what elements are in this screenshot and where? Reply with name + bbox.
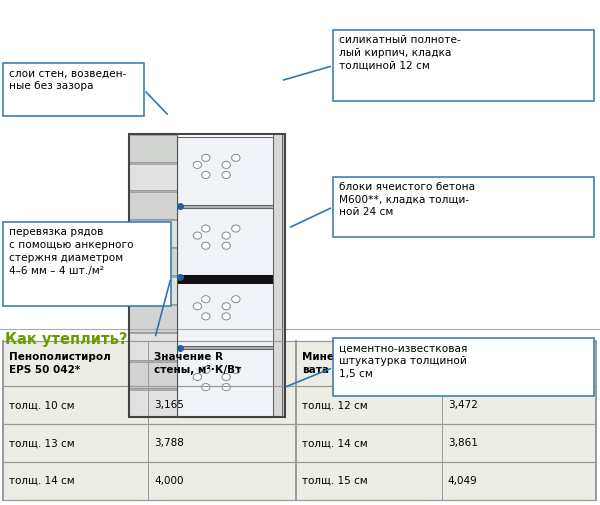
Text: толщ. 14 см: толщ. 14 см xyxy=(302,438,368,448)
Bar xyxy=(129,332,177,333)
Circle shape xyxy=(232,225,240,232)
Text: перевязка рядов
с помощью анкерного
стержня диаметром
4–6 мм – 4 шт./м²: перевязка рядов с помощью анкерного стер… xyxy=(9,227,134,276)
Text: Как утеплить?: Как утеплить? xyxy=(5,332,127,347)
Text: 4,000: 4,000 xyxy=(154,476,184,486)
Circle shape xyxy=(222,172,230,179)
Circle shape xyxy=(202,295,210,302)
Bar xyxy=(333,338,594,396)
Circle shape xyxy=(202,242,210,249)
Circle shape xyxy=(232,367,240,374)
Circle shape xyxy=(202,313,210,320)
Circle shape xyxy=(222,161,230,169)
Circle shape xyxy=(193,374,202,381)
Bar xyxy=(177,346,273,349)
Bar xyxy=(282,134,285,417)
Bar xyxy=(129,248,177,275)
Bar xyxy=(177,349,273,417)
Bar xyxy=(129,333,177,360)
Bar xyxy=(177,205,273,208)
Text: 3,165: 3,165 xyxy=(154,400,184,410)
Bar xyxy=(129,360,177,362)
Bar xyxy=(129,135,177,162)
Circle shape xyxy=(202,225,210,232)
Circle shape xyxy=(222,242,230,249)
Bar xyxy=(273,134,282,417)
Bar xyxy=(129,277,177,304)
Circle shape xyxy=(222,232,230,239)
Bar xyxy=(129,390,177,417)
Text: Значение R
стены, м²·К/Вт: Значение R стены, м²·К/Вт xyxy=(448,352,535,375)
Bar xyxy=(177,275,273,284)
Bar xyxy=(129,362,177,388)
Text: толщ. 15 см: толщ. 15 см xyxy=(302,476,368,486)
Circle shape xyxy=(222,302,230,310)
Bar xyxy=(129,304,177,305)
Text: 3,788: 3,788 xyxy=(154,438,184,448)
Circle shape xyxy=(202,367,210,374)
Circle shape xyxy=(193,302,202,310)
Bar xyxy=(129,388,177,390)
Text: Значение R
стены, м²·К/Вт: Значение R стены, м²·К/Вт xyxy=(154,352,241,375)
Circle shape xyxy=(222,374,230,381)
Text: толщ. 13 см: толщ. 13 см xyxy=(9,438,74,448)
Circle shape xyxy=(232,155,240,162)
Circle shape xyxy=(202,172,210,179)
Bar xyxy=(177,208,273,275)
Text: 4,049: 4,049 xyxy=(448,476,478,486)
Circle shape xyxy=(222,384,230,391)
Bar xyxy=(3,63,144,116)
Circle shape xyxy=(202,384,210,391)
Bar xyxy=(3,341,596,500)
Text: Пенополистирол
EPS 50 042*: Пенополистирол EPS 50 042* xyxy=(9,352,111,375)
Text: слои стен, возведен-
ные без зазора: слои стен, возведен- ные без зазора xyxy=(9,68,127,91)
Bar xyxy=(129,134,177,135)
Bar xyxy=(129,275,177,277)
Bar xyxy=(129,162,177,164)
Text: цементно-известковая
штукатурка толщиной
1,5 см: цементно-известковая штукатурка толщиной… xyxy=(339,343,467,379)
Bar xyxy=(333,177,594,237)
Text: блоки ячеистого бетона
М600**, кладка толщи-
ной 24 см: блоки ячеистого бетона М600**, кладка то… xyxy=(339,182,475,217)
Bar xyxy=(129,220,177,247)
Bar xyxy=(129,219,177,220)
Circle shape xyxy=(202,155,210,162)
Bar xyxy=(177,279,273,346)
Text: 3,472: 3,472 xyxy=(448,400,478,410)
Bar xyxy=(129,190,177,192)
Circle shape xyxy=(193,161,202,169)
Bar xyxy=(177,137,273,205)
Bar xyxy=(129,305,177,332)
Bar xyxy=(3,222,171,306)
Text: толщ. 14 см: толщ. 14 см xyxy=(9,476,74,486)
Bar xyxy=(129,134,285,417)
Text: толщ. 12 см: толщ. 12 см xyxy=(302,400,368,410)
Circle shape xyxy=(193,232,202,239)
Text: Минеральная
вата: Минеральная вата xyxy=(302,352,385,375)
Circle shape xyxy=(222,313,230,320)
Bar xyxy=(129,192,177,219)
Bar xyxy=(129,164,177,190)
Text: силикатный полноте-
лый кирпич, кладка
толщиной 12 см: силикатный полноте- лый кирпич, кладка т… xyxy=(339,35,461,71)
Circle shape xyxy=(232,295,240,302)
Bar xyxy=(177,275,273,279)
Bar xyxy=(333,30,594,101)
Bar xyxy=(129,247,177,248)
Text: 3,861: 3,861 xyxy=(448,438,478,448)
Text: толщ. 10 см: толщ. 10 см xyxy=(9,400,74,410)
